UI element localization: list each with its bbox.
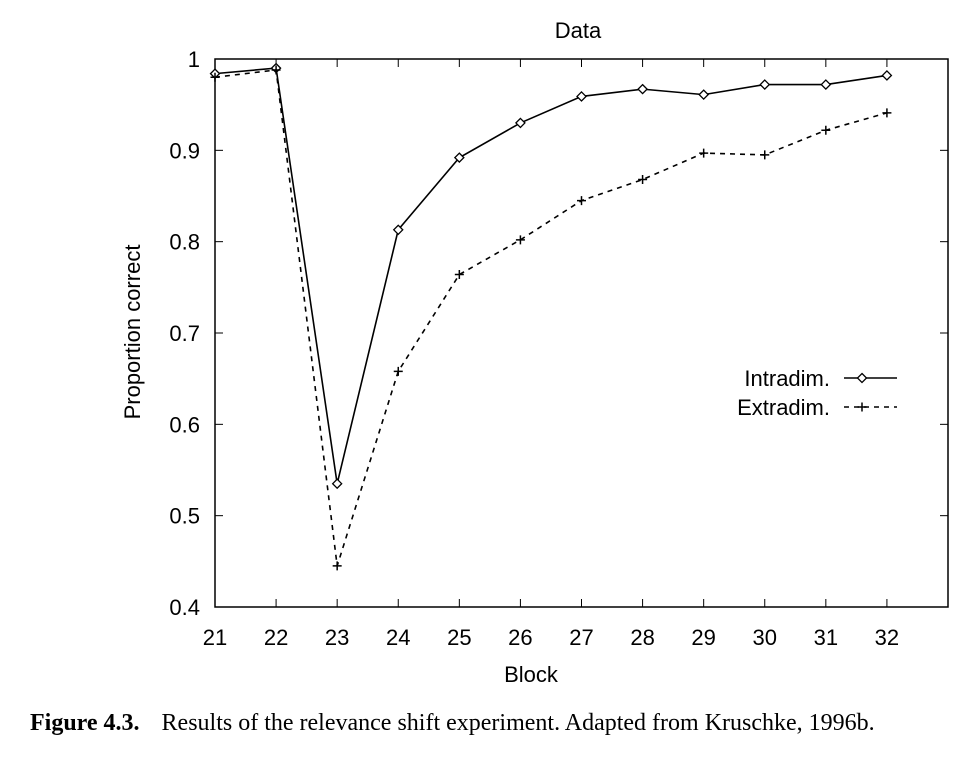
- data-point-diamond: [453, 152, 465, 164]
- y-tick-label: 1: [188, 47, 200, 72]
- x-tick-label: 29: [691, 625, 715, 650]
- x-tick-label: 22: [264, 625, 288, 650]
- data-point-diamond: [392, 224, 404, 236]
- x-tick-label: 25: [447, 625, 471, 650]
- y-tick-label: 0.6: [169, 412, 200, 437]
- data-point-diamond: [514, 117, 526, 129]
- data-point-plus: [515, 235, 525, 245]
- x-tick-label: 27: [569, 625, 593, 650]
- y-axis-label: Proportion correct: [120, 245, 145, 420]
- line-chart: Data 21 22 23 24 25 26 27 28 29 30 31 32 0.4 0.5 0.6 0.…: [120, 18, 949, 687]
- chart-title: Data: [555, 18, 602, 43]
- series-line: [214, 67, 888, 484]
- figure-caption: Figure 4.3. Results of the relevance shif…: [30, 710, 970, 737]
- legend-marker-plus: [857, 402, 867, 412]
- data-point-plus: [699, 148, 709, 158]
- legend-marker-diamond: [856, 372, 868, 384]
- plot-area: [209, 62, 893, 571]
- series-line: [214, 69, 888, 567]
- data-point-plus: [454, 270, 464, 280]
- y-tick-label: 0.9: [169, 138, 200, 163]
- legend-label: Intradim.: [744, 366, 830, 391]
- data-point-diamond: [881, 70, 893, 81]
- data-point-diamond: [576, 91, 587, 102]
- data-point-plus: [638, 175, 648, 185]
- data-point-plus: [210, 72, 220, 82]
- y-tick-label: 0.8: [169, 230, 200, 255]
- series-intradim: [209, 62, 893, 490]
- x-tick-label: 21: [203, 625, 227, 650]
- y-tick-label: 0.5: [169, 504, 200, 529]
- data-point-plus: [577, 196, 586, 206]
- x-tick-label: 32: [875, 625, 899, 650]
- y-tick-label: 0.4: [169, 595, 200, 620]
- y-tick-label: 0.7: [169, 321, 200, 346]
- x-axis-label: Block: [504, 662, 559, 687]
- x-tick-label: 28: [630, 625, 654, 650]
- data-point-diamond: [759, 79, 771, 90]
- x-tick-label: 24: [386, 625, 410, 650]
- legend: Intradim. Extradim.: [737, 366, 897, 420]
- x-tick-label: 31: [814, 625, 838, 650]
- data-point-plus: [393, 366, 403, 376]
- caption-text: Results of the relevance shift experimen…: [161, 710, 875, 736]
- figure-label: Figure 4.3.: [30, 710, 140, 736]
- data-point-diamond: [698, 89, 710, 101]
- x-tick-label: 23: [325, 625, 349, 650]
- x-tick-label: 26: [508, 625, 532, 650]
- legend-label: Extradim.: [737, 395, 830, 420]
- data-point-diamond: [331, 478, 343, 490]
- data-point-diamond: [820, 79, 832, 90]
- axes: 21 22 23 24 25 26 27 28 29 30 31 32 0.4 0.5 0.6 0.7 0.8 0…: [169, 47, 949, 650]
- data-point-diamond: [637, 83, 649, 95]
- x-tick-label: 30: [753, 625, 777, 650]
- data-point-plus: [882, 108, 892, 118]
- data-point-plus: [760, 150, 770, 160]
- data-point-plus: [332, 561, 342, 571]
- series-extradim: [210, 65, 892, 571]
- data-point-plus: [821, 125, 831, 135]
- data-point-plus: [271, 65, 281, 75]
- plot-frame: [214, 58, 949, 608]
